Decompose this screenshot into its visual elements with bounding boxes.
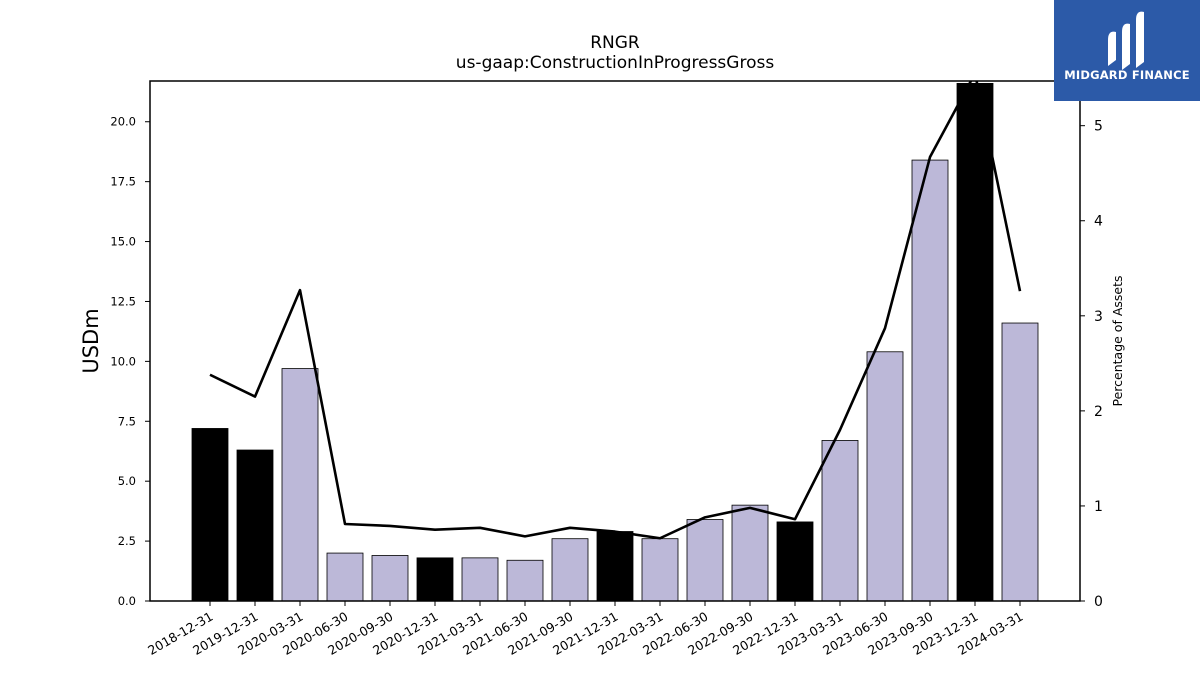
y2-tick-label: 5 bbox=[1094, 119, 1103, 135]
bar-2022-12-31 bbox=[776, 521, 814, 602]
bar-2022-06-30 bbox=[686, 519, 724, 602]
logo-wordmark: MIDGARD FINANCE bbox=[1064, 68, 1190, 82]
bar-2024-03-31 bbox=[1001, 322, 1039, 602]
y2-axis-label: Percentage of Assets bbox=[1110, 276, 1125, 407]
y-tick-label: 15.0 bbox=[110, 235, 136, 249]
y-tick-label: 17.5 bbox=[110, 175, 136, 189]
y-tick-label: 2.5 bbox=[118, 534, 136, 548]
bar-2020-03-31 bbox=[281, 368, 319, 602]
brand-logo: MIDGARD FINANCE bbox=[1054, 0, 1200, 101]
percentage-line bbox=[209, 81, 1022, 540]
bar-2021-09-30 bbox=[551, 538, 589, 602]
y2-tick-label: 1 bbox=[1094, 499, 1103, 515]
left-axis: 0.0 2.5 5.0 7.5 10.0 12.5 15.0 17.5 20.0 bbox=[110, 115, 150, 608]
bar-2019-12-31 bbox=[236, 449, 274, 602]
bar-2022-03-31 bbox=[641, 538, 679, 602]
bar-2020-06-30 bbox=[326, 552, 364, 602]
bar-2023-03-31 bbox=[821, 440, 859, 602]
y2-tick-label: 0 bbox=[1094, 594, 1103, 610]
logo-mark-icon bbox=[1108, 11, 1144, 70]
bars-layer bbox=[191, 82, 1039, 602]
y-tick-label: 0.0 bbox=[118, 594, 136, 608]
line-layer bbox=[209, 81, 1022, 540]
y2-tick-label: 2 bbox=[1094, 404, 1103, 420]
bar-2023-06-30 bbox=[866, 351, 904, 602]
chart-title: RNGR bbox=[590, 33, 640, 53]
y-axis-label: USDm bbox=[79, 308, 103, 373]
bar-2020-12-31 bbox=[416, 557, 454, 602]
x-axis: 2018-12-312019-12-312020-03-312020-06-30… bbox=[145, 601, 1026, 658]
y2-tick-label: 3 bbox=[1094, 309, 1103, 325]
bar-2021-12-31 bbox=[596, 531, 634, 602]
y2-tick-label: 4 bbox=[1094, 214, 1103, 230]
y-tick-label: 12.5 bbox=[110, 294, 136, 308]
bar-2023-12-31 bbox=[956, 82, 994, 602]
chart-subtitle: us-gaap:ConstructionInProgressGross bbox=[456, 53, 775, 73]
bar-2020-09-30 bbox=[371, 555, 409, 602]
bar-2021-06-30 bbox=[506, 559, 544, 602]
y-tick-label: 7.5 bbox=[118, 414, 136, 428]
bar-2021-03-31 bbox=[461, 557, 499, 602]
bar-2018-12-31 bbox=[191, 428, 229, 602]
y-tick-label: 5.0 bbox=[118, 474, 136, 488]
y-tick-label: 20.0 bbox=[110, 115, 136, 129]
y-tick-label: 10.0 bbox=[110, 354, 136, 368]
bar-2022-09-30 bbox=[731, 504, 769, 602]
right-axis: 0 1 2 3 4 5 bbox=[1080, 119, 1103, 610]
bar-2023-09-30 bbox=[911, 159, 949, 602]
